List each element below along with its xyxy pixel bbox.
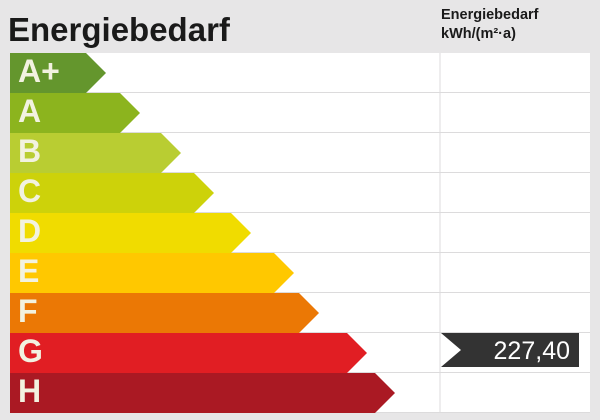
svg-text:C: C bbox=[18, 173, 41, 209]
svg-text:H: H bbox=[18, 373, 41, 409]
svg-text:F: F bbox=[18, 293, 38, 329]
svg-text:G: G bbox=[18, 333, 43, 369]
svg-text:A+: A+ bbox=[18, 53, 60, 89]
svg-text:B: B bbox=[18, 133, 41, 169]
svg-text:A: A bbox=[18, 93, 41, 129]
svg-text:D: D bbox=[18, 213, 41, 249]
svg-text:Energiebedarf: Energiebedarf bbox=[441, 7, 539, 23]
svg-text:227,40: 227,40 bbox=[494, 337, 570, 365]
svg-text:E: E bbox=[18, 253, 39, 289]
svg-text:Energiebedarf: Energiebedarf bbox=[8, 11, 231, 48]
svg-text:kWh/(m²·a): kWh/(m²·a) bbox=[441, 26, 516, 42]
